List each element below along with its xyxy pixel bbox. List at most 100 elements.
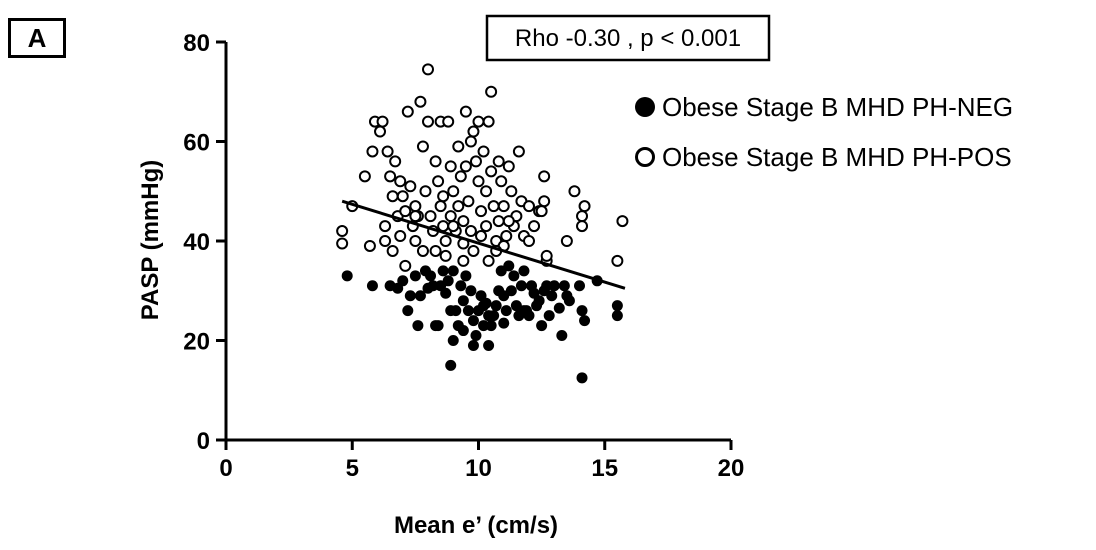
- data-point-ph-pos: [396, 190, 409, 203]
- data-point-ph-neg: [447, 335, 459, 346]
- data-point-ph-neg: [462, 305, 474, 317]
- data-point-ph-pos: [535, 205, 548, 218]
- data-point-ph-neg: [457, 325, 469, 337]
- data-point-ph-pos: [469, 155, 482, 168]
- y-tick-label: 40: [183, 229, 210, 256]
- x-tick-label: 15: [591, 455, 618, 482]
- data-point-ph-neg: [576, 372, 588, 384]
- data-point-ph-pos: [472, 115, 485, 128]
- data-point-ph-pos: [568, 185, 581, 198]
- data-point-ph-neg: [465, 285, 477, 297]
- data-point-ph-neg: [523, 310, 535, 322]
- data-point-ph-pos: [358, 170, 371, 183]
- x-tick-label: 10: [465, 455, 492, 482]
- x-tick-label: 20: [718, 455, 745, 482]
- data-point-ph-pos: [492, 155, 505, 168]
- data-point-ph-pos: [416, 244, 429, 257]
- data-point-ph-neg: [432, 320, 444, 332]
- data-point-ph-pos: [502, 215, 515, 228]
- legend: Obese Stage B MHD PH-NEG Obese Stage B M…: [635, 92, 1013, 172]
- data-point-ph-pos: [376, 115, 389, 128]
- data-point-ph-neg: [467, 339, 479, 351]
- y-tick-label: 80: [183, 30, 210, 57]
- data-point-ph-neg: [518, 265, 530, 277]
- data-point-ph-pos: [459, 105, 472, 118]
- data-point-ph-neg: [548, 280, 560, 292]
- data-point-ph-pos: [505, 185, 518, 198]
- data-point-ph-pos: [363, 239, 376, 252]
- data-point-ph-neg: [445, 359, 457, 371]
- regression-line-group: [341, 199, 626, 290]
- data-point-ph-neg: [404, 290, 416, 302]
- data-point-ph-neg: [563, 295, 575, 307]
- legend-marker-ph-neg: [635, 97, 655, 117]
- y-tick-label: 20: [183, 329, 210, 356]
- data-point-ph-pos: [414, 95, 427, 108]
- data-point-ph-neg: [505, 285, 517, 297]
- data-point-ph-neg: [427, 280, 439, 292]
- data-point-ph-pos: [386, 190, 399, 203]
- y-tick-label: 60: [183, 130, 210, 157]
- data-point-ph-pos: [394, 175, 407, 188]
- data-point-ph-neg: [508, 270, 520, 282]
- data-point-ph-neg: [574, 280, 585, 292]
- data-point-ph-neg: [437, 265, 449, 277]
- data-point-ph-neg: [366, 280, 378, 292]
- data-point-ph-pos: [616, 215, 629, 228]
- data-point-ph-neg: [440, 287, 452, 299]
- series-ph-neg: [341, 260, 623, 384]
- data-point-ph-pos: [482, 115, 495, 128]
- data-point-ph-pos: [475, 230, 488, 243]
- data-point-ph-pos: [409, 210, 422, 223]
- data-point-ph-neg: [455, 280, 467, 292]
- data-point-ph-pos: [497, 200, 510, 213]
- data-point-ph-pos: [432, 175, 445, 188]
- data-point-ph-neg: [576, 305, 588, 317]
- data-point-ph-neg: [414, 290, 426, 302]
- data-point-ph-neg: [611, 310, 623, 322]
- data-point-ph-pos: [464, 225, 477, 238]
- data-point-ph-neg: [541, 280, 553, 292]
- data-point-ph-neg: [409, 270, 421, 282]
- x-tick-label: 5: [346, 455, 359, 482]
- y-tick-label: 0: [197, 428, 210, 455]
- data-point-ph-pos: [454, 170, 467, 183]
- data-point-ph-pos: [409, 235, 422, 247]
- data-point-ph-pos: [560, 235, 573, 247]
- data-point-ph-pos: [472, 175, 485, 188]
- data-point-ph-pos: [401, 105, 414, 118]
- data-point-ph-neg: [402, 305, 414, 317]
- data-point-ph-pos: [464, 135, 477, 148]
- data-point-ph-pos: [442, 115, 455, 128]
- data-point-ph-pos: [422, 115, 434, 128]
- data-point-ph-neg: [460, 270, 472, 282]
- data-point-ph-pos: [538, 195, 551, 208]
- data-point-ph-pos: [424, 210, 437, 223]
- data-point-ph-pos: [482, 254, 495, 267]
- data-point-ph-pos: [416, 140, 429, 153]
- data-point-ph-pos: [336, 225, 349, 238]
- data-point-ph-pos: [379, 235, 392, 247]
- stat-annotation-text: Rho -0.30 , p < 0.001: [515, 25, 741, 52]
- data-point-ph-pos: [487, 200, 500, 213]
- data-point-ph-pos: [439, 235, 452, 247]
- data-point-ph-pos: [457, 215, 470, 228]
- data-point-ph-pos: [386, 244, 399, 257]
- data-point-ph-neg: [397, 275, 409, 287]
- data-point-ph-neg: [558, 280, 570, 292]
- data-point-ph-pos: [480, 185, 493, 198]
- data-point-ph-pos: [538, 170, 551, 183]
- data-point-ph-neg: [553, 302, 565, 314]
- data-point-ph-pos: [500, 230, 513, 243]
- data-point-ph-pos: [502, 160, 515, 173]
- data-point-ph-pos: [492, 215, 505, 228]
- data-point-ph-neg: [457, 295, 469, 307]
- data-point-ph-neg: [341, 270, 353, 282]
- legend-marker-ph-pos: [635, 147, 655, 167]
- data-point-ph-pos: [384, 170, 397, 183]
- data-point-ph-pos: [374, 125, 387, 138]
- data-point-ph-neg: [450, 305, 462, 317]
- data-point-ph-pos: [399, 205, 412, 218]
- data-point-ph-pos: [467, 244, 480, 257]
- legend-label-ph-neg: Obese Stage B MHD PH-NEG: [662, 92, 1013, 122]
